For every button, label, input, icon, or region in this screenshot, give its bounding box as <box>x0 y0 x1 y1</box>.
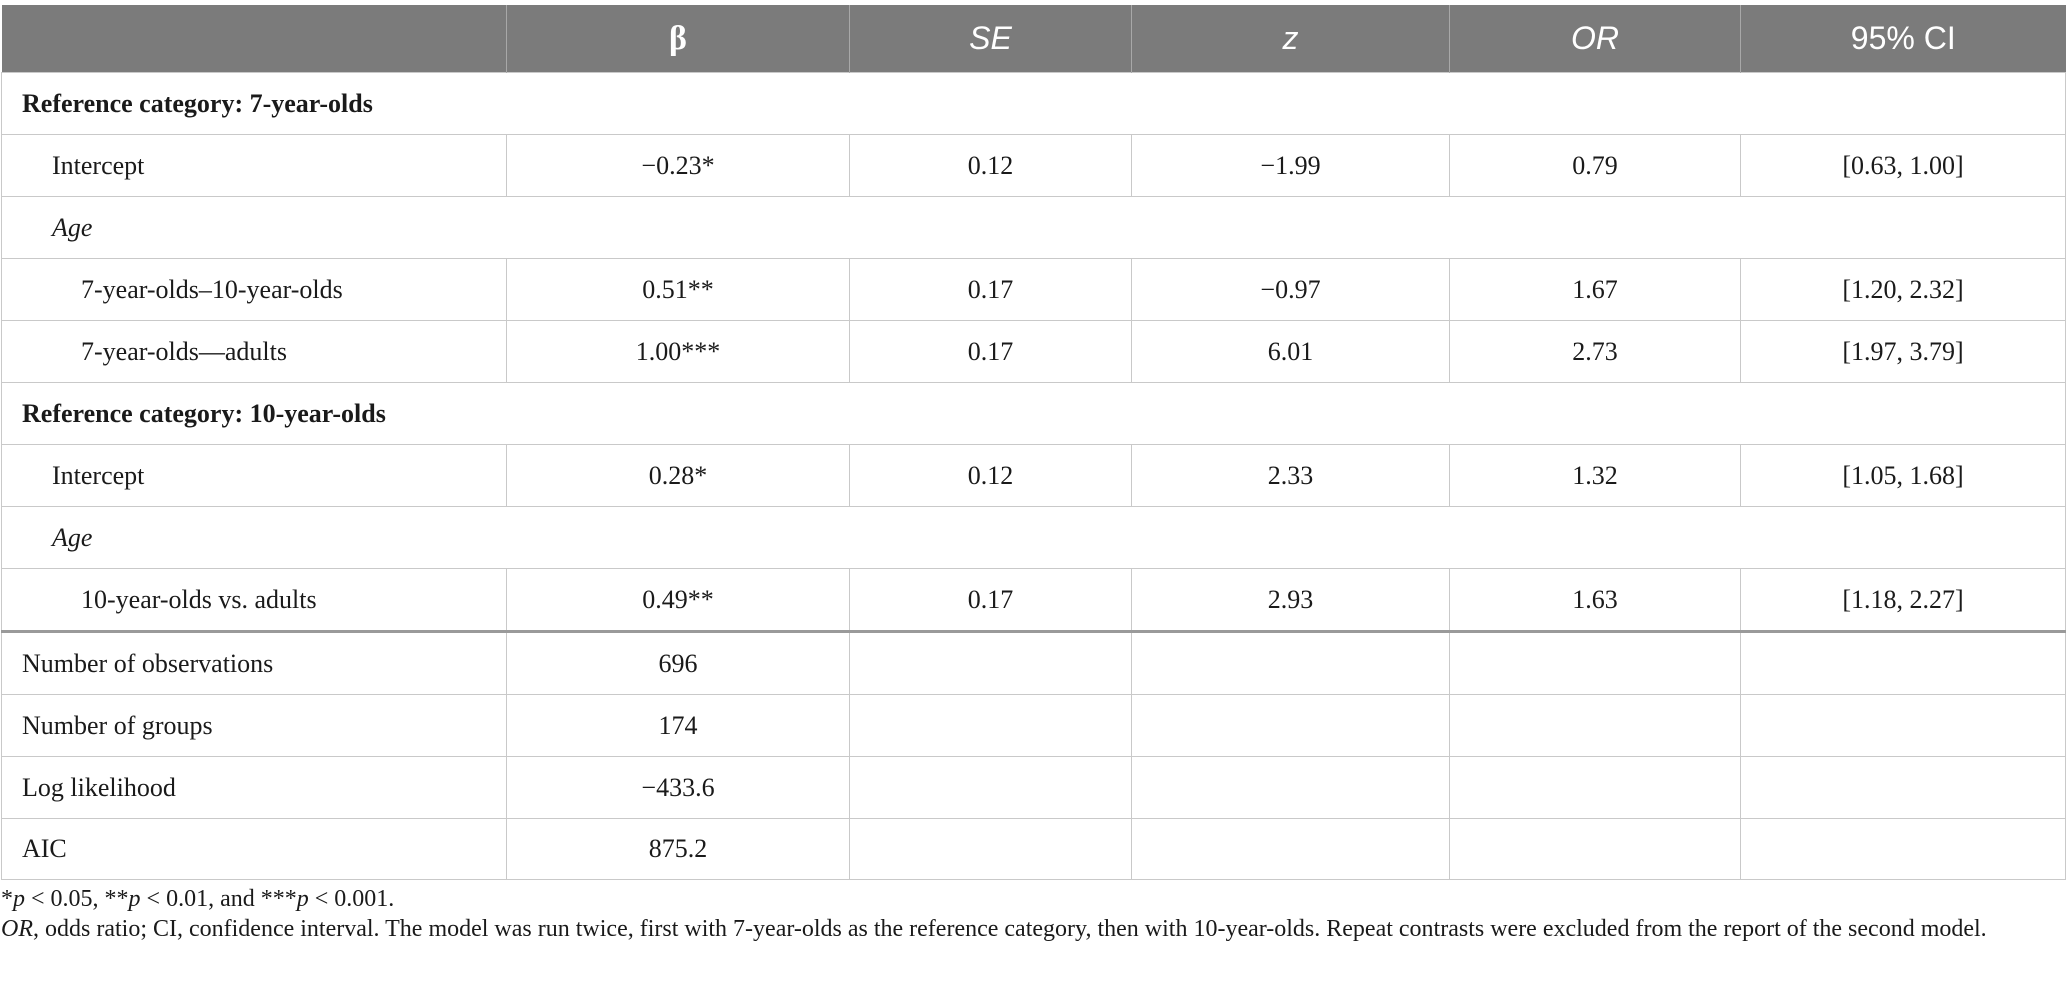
header-z: z <box>1131 5 1450 73</box>
section-title: Reference category: 7-year-olds <box>1 72 2066 135</box>
cell-se: 0.17 <box>849 568 1132 632</box>
section-heading-row: Reference category: 10-year-olds <box>1 382 2066 445</box>
section-heading-row: Reference category: 7-year-olds <box>1 72 2066 135</box>
table-header-row: β SE z OR 95% CI <box>1 5 2066 73</box>
subgroup-row: Age <box>1 506 2066 569</box>
note-text: , odds ratio; CI, confidence interval. T… <box>33 916 1987 942</box>
note-text: < 0.001. <box>308 886 395 912</box>
summary-value: −433.6 <box>506 756 850 819</box>
empty-cell <box>1449 694 1741 757</box>
cell-z: −1.99 <box>1131 134 1450 197</box>
note-text: * <box>1 886 13 912</box>
summary-value: 696 <box>506 630 850 695</box>
summary-label: Log likelihood <box>1 756 507 819</box>
empty-cell <box>1740 630 2066 695</box>
empty-cell <box>1449 630 1741 695</box>
summary-value: 875.2 <box>506 818 850 880</box>
table-row: 7-year-olds—adults 1.00*** 0.17 6.01 2.7… <box>1 320 2066 383</box>
table-row: 10-year-olds vs. adults 0.49** 0.17 2.93… <box>1 568 2066 632</box>
cell-z: 2.93 <box>1131 568 1450 632</box>
cell-or: 0.79 <box>1449 134 1741 197</box>
empty-cell <box>1740 818 2066 880</box>
header-label-blank <box>1 5 507 73</box>
cell-beta: 0.51** <box>506 258 850 321</box>
cell-ci: [1.97, 3.79] <box>1740 320 2066 383</box>
subgroup-label: Age <box>1 506 2066 569</box>
empty-cell <box>1740 756 2066 819</box>
cell-beta: −0.23* <box>506 134 850 197</box>
header-ci: 95% CI <box>1740 5 2066 73</box>
subgroup-row: Age <box>1 196 2066 259</box>
cell-se: 0.17 <box>849 258 1132 321</box>
significance-note: *p < 0.05, **p < 0.01, and ***p < 0.001. <box>1 884 2061 914</box>
header-se: SE <box>849 5 1132 73</box>
cell-se: 0.17 <box>849 320 1132 383</box>
cell-ci: [1.05, 1.68] <box>1740 444 2066 507</box>
section-title: Reference category: 10-year-olds <box>1 382 2066 445</box>
cell-or: 1.63 <box>1449 568 1741 632</box>
summary-row: AIC 875.2 <box>1 818 2066 880</box>
header-beta: β <box>506 5 850 73</box>
cell-beta: 0.28* <box>506 444 850 507</box>
cell-se: 0.12 <box>849 134 1132 197</box>
header-or: OR <box>1449 5 1741 73</box>
cell-or: 1.67 <box>1449 258 1741 321</box>
summary-row: Log likelihood −433.6 <box>1 756 2066 819</box>
empty-cell <box>1131 694 1450 757</box>
table-row: Intercept −0.23* 0.12 −1.99 0.79 [0.63, … <box>1 134 2066 197</box>
empty-cell <box>1131 630 1450 695</box>
summary-label: Number of groups <box>1 694 507 757</box>
cell-ci: [0.63, 1.00] <box>1740 134 2066 197</box>
row-label: 7-year-olds—adults <box>1 320 507 383</box>
summary-label: AIC <box>1 818 507 880</box>
note-italic-p: p <box>296 886 309 912</box>
cell-z: −0.97 <box>1131 258 1450 321</box>
row-label: Intercept <box>1 134 507 197</box>
empty-cell <box>849 694 1132 757</box>
table-footnotes: *p < 0.05, **p < 0.01, and ***p < 0.001.… <box>1 884 2061 944</box>
cell-beta: 1.00*** <box>506 320 850 383</box>
cell-se: 0.12 <box>849 444 1132 507</box>
empty-cell <box>849 630 1132 695</box>
table-row: Intercept 0.28* 0.12 2.33 1.32 [1.05, 1.… <box>1 444 2066 507</box>
cell-z: 6.01 <box>1131 320 1450 383</box>
empty-cell <box>1131 818 1450 880</box>
abbreviation-note: OR, odds ratio; CI, confidence interval.… <box>1 914 2061 944</box>
subgroup-label: Age <box>1 196 2066 259</box>
row-label: 7-year-olds–10-year-olds <box>1 258 507 321</box>
empty-cell <box>1131 756 1450 819</box>
regression-table: β SE z OR 95% CI Reference category: 7-y… <box>1 5 2066 880</box>
note-italic-p: p <box>128 886 141 912</box>
cell-z: 2.33 <box>1131 444 1450 507</box>
row-label: Intercept <box>1 444 507 507</box>
note-italic-or: OR <box>1 916 33 942</box>
empty-cell <box>1449 818 1741 880</box>
cell-ci: [1.18, 2.27] <box>1740 568 2066 632</box>
table-row: 7-year-olds–10-year-olds 0.51** 0.17 −0.… <box>1 258 2066 321</box>
row-label: 10-year-olds vs. adults <box>1 568 507 632</box>
empty-cell <box>1449 756 1741 819</box>
cell-ci: [1.20, 2.32] <box>1740 258 2066 321</box>
cell-or: 2.73 <box>1449 320 1741 383</box>
note-text: < 0.01, and *** <box>140 886 297 912</box>
summary-value: 174 <box>506 694 850 757</box>
empty-cell <box>849 756 1132 819</box>
note-text: < 0.05, ** <box>25 886 129 912</box>
empty-cell <box>849 818 1132 880</box>
cell-or: 1.32 <box>1449 444 1741 507</box>
empty-cell <box>1740 694 2066 757</box>
summary-label: Number of observations <box>1 630 507 695</box>
note-italic-p: p <box>13 886 25 912</box>
summary-row: Number of groups 174 <box>1 694 2066 757</box>
cell-beta: 0.49** <box>506 568 850 632</box>
summary-row: Number of observations 696 <box>1 630 2066 695</box>
